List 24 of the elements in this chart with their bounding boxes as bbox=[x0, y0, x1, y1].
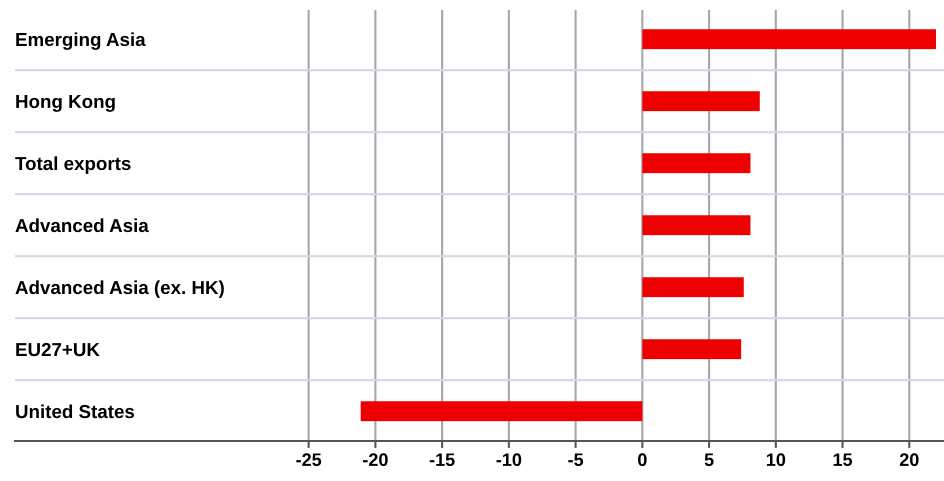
bar bbox=[360, 401, 642, 422]
x-tick-label: 20 bbox=[900, 453, 919, 466]
y-tick-label: United States bbox=[16, 404, 134, 418]
y-tick-label: Advanced Asia (ex. HK) bbox=[15, 280, 224, 298]
bar bbox=[642, 91, 760, 112]
x-tick-label: 15 bbox=[834, 453, 852, 466]
y-tick-label: Total exports bbox=[15, 156, 131, 174]
x-tick-label: -20 bbox=[363, 453, 388, 466]
x-tick-label: -25 bbox=[296, 453, 322, 466]
x-tick-label: 0 bbox=[638, 453, 647, 466]
x-tick-label: 10 bbox=[766, 453, 786, 466]
x-tick-label: -5 bbox=[568, 453, 584, 466]
y-tick-label: Advanced Asia bbox=[15, 218, 149, 232]
bar bbox=[642, 215, 750, 236]
y-tick-label: EU27+UK bbox=[16, 342, 100, 356]
bar bbox=[642, 277, 744, 298]
bar bbox=[642, 153, 750, 174]
bar bbox=[642, 339, 742, 360]
x-tick-label: 5 bbox=[704, 453, 714, 466]
y-tick-label: Emerging Asia bbox=[16, 32, 146, 50]
bar bbox=[642, 29, 936, 50]
y-tick-label: Hong Kong bbox=[16, 95, 115, 112]
x-tick-label: -10 bbox=[496, 453, 522, 466]
x-tick-label: -15 bbox=[430, 453, 455, 466]
